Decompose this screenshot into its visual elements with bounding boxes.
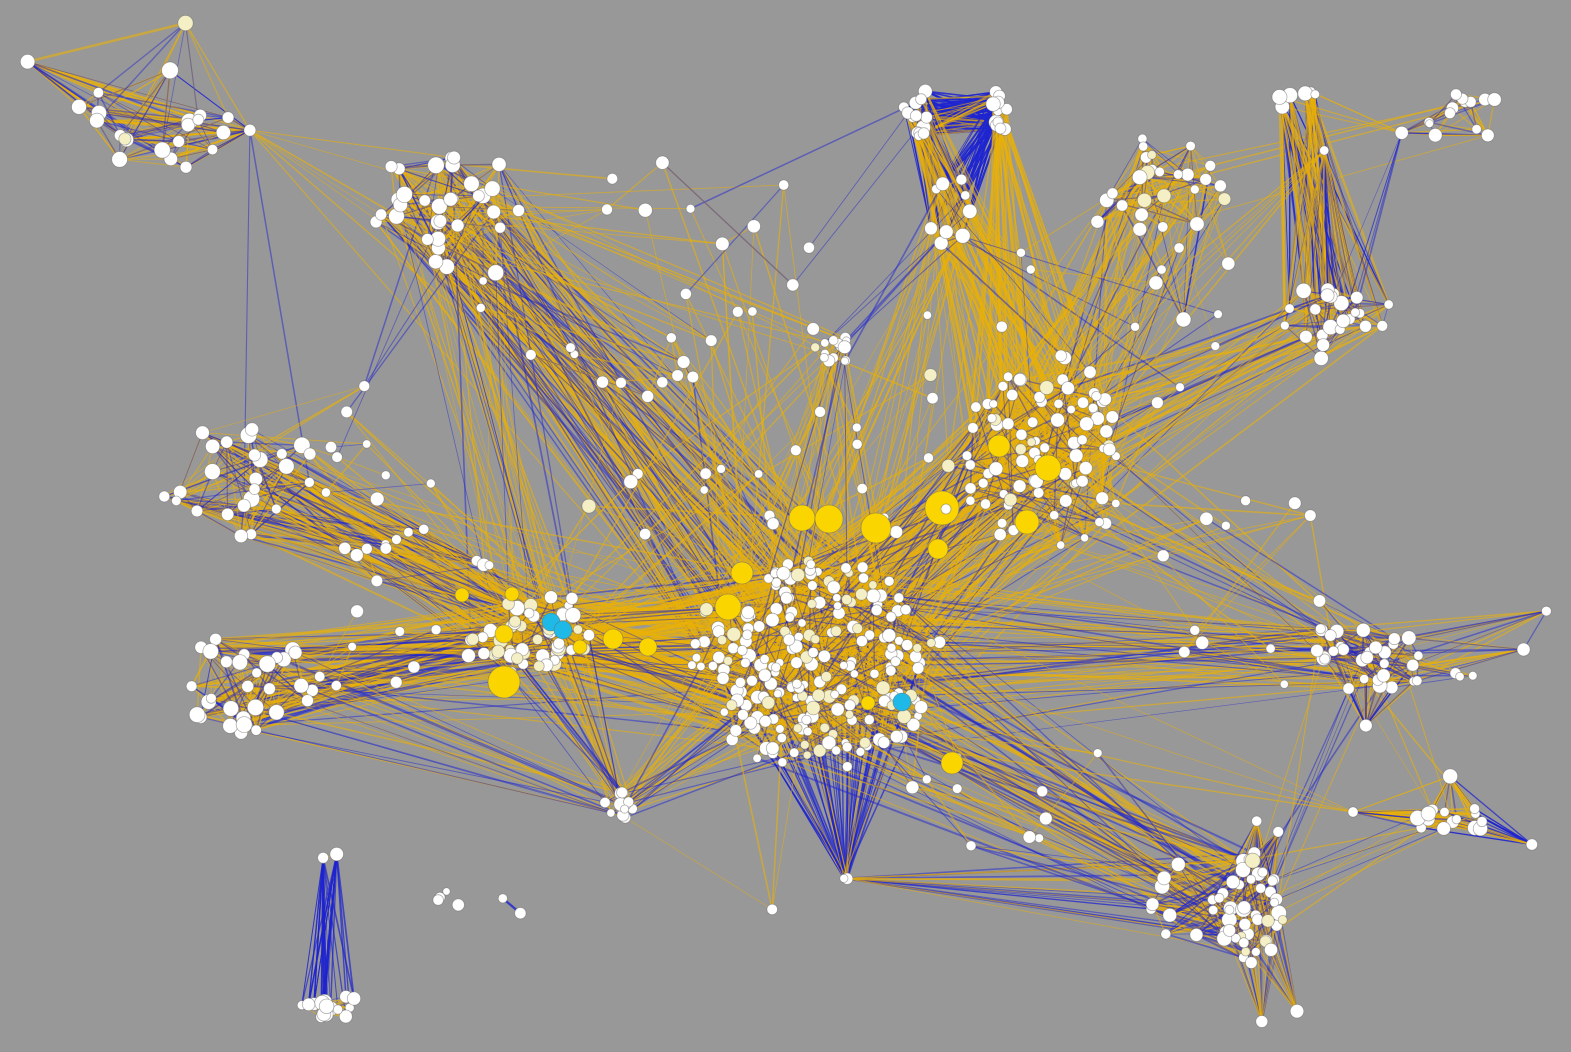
network-graph[interactable] [0,0,1571,1052]
graph-viewport [0,0,1571,1052]
